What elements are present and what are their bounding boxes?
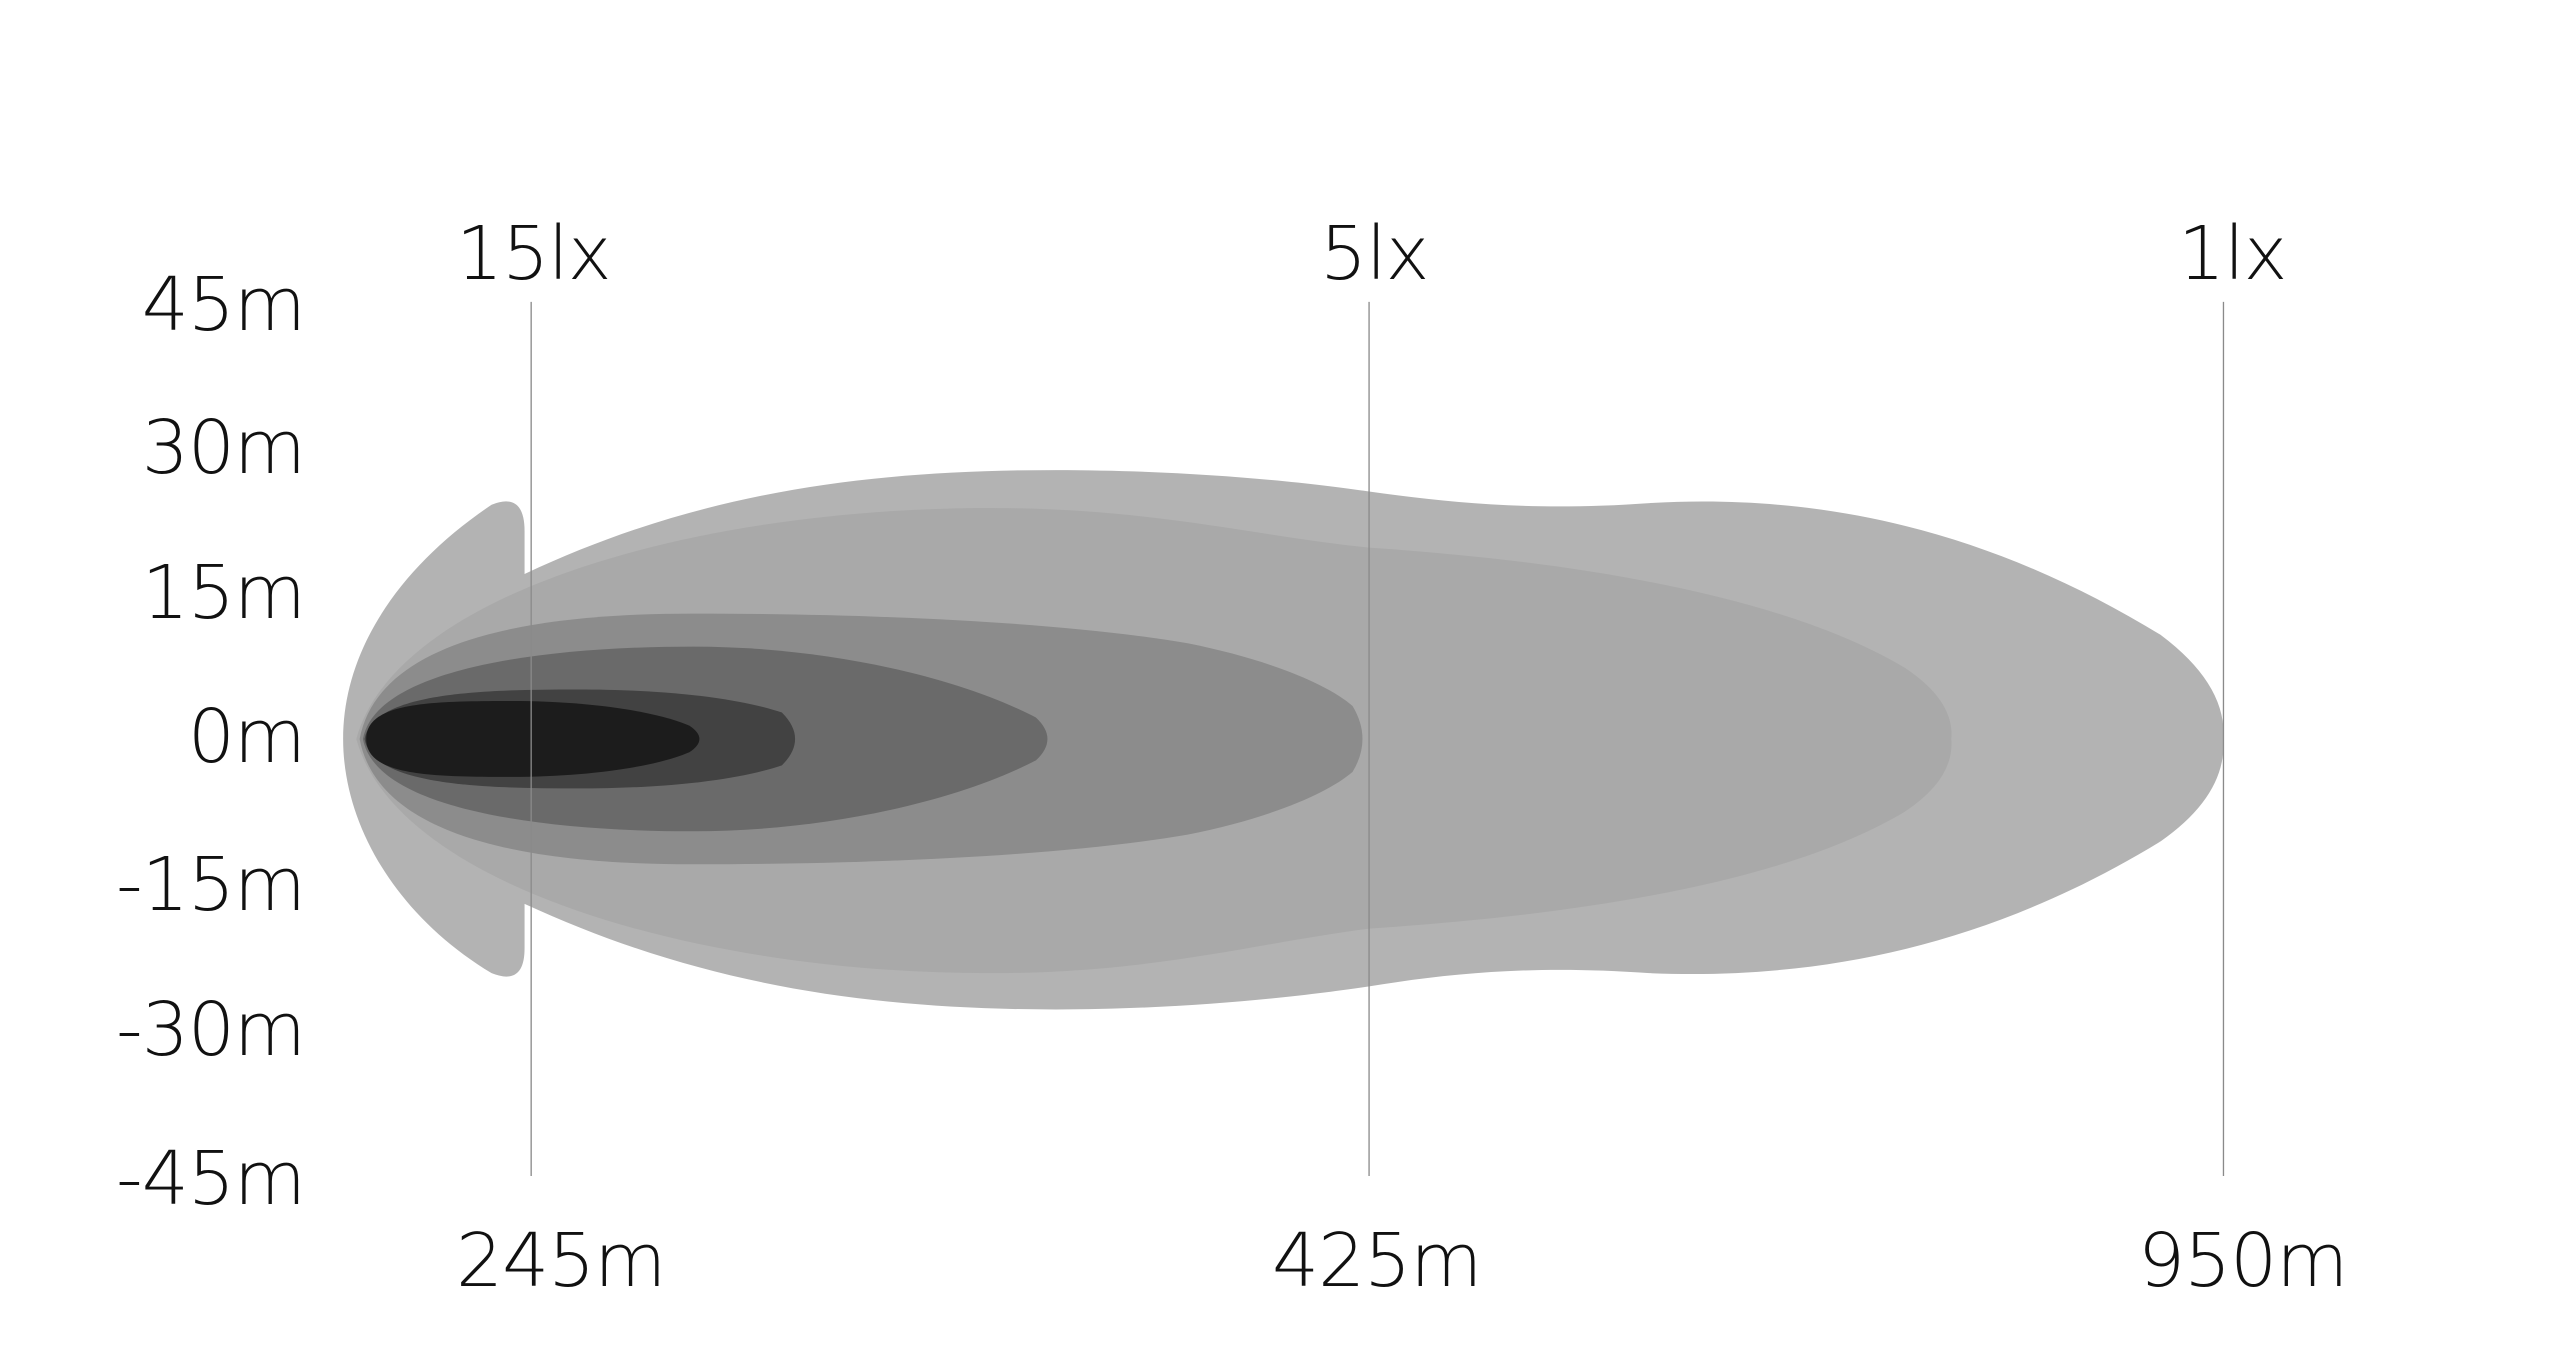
y-tick-label: 15m [141, 550, 306, 636]
lux-label-1lx: 1lx [2178, 211, 2287, 297]
lux-label-5lx: 5lx [1320, 211, 1429, 297]
y-tick-label: 45m [141, 262, 306, 348]
y-tick-label: -30m [116, 987, 306, 1073]
y-tick-label: 0m [187, 694, 306, 780]
y-tick-label: -45m [116, 1136, 306, 1222]
y-tick-label: 30m [141, 405, 306, 491]
lux-label-15lx: 15lx [456, 211, 612, 297]
distance-label-950m: 950m [2138, 1218, 2348, 1304]
distance-label-425m: 425m [1272, 1218, 1482, 1304]
y-tick-label: -15m [116, 842, 306, 928]
distance-label-245m: 245m [456, 1218, 666, 1304]
beam-contour-6 [366, 701, 700, 777]
